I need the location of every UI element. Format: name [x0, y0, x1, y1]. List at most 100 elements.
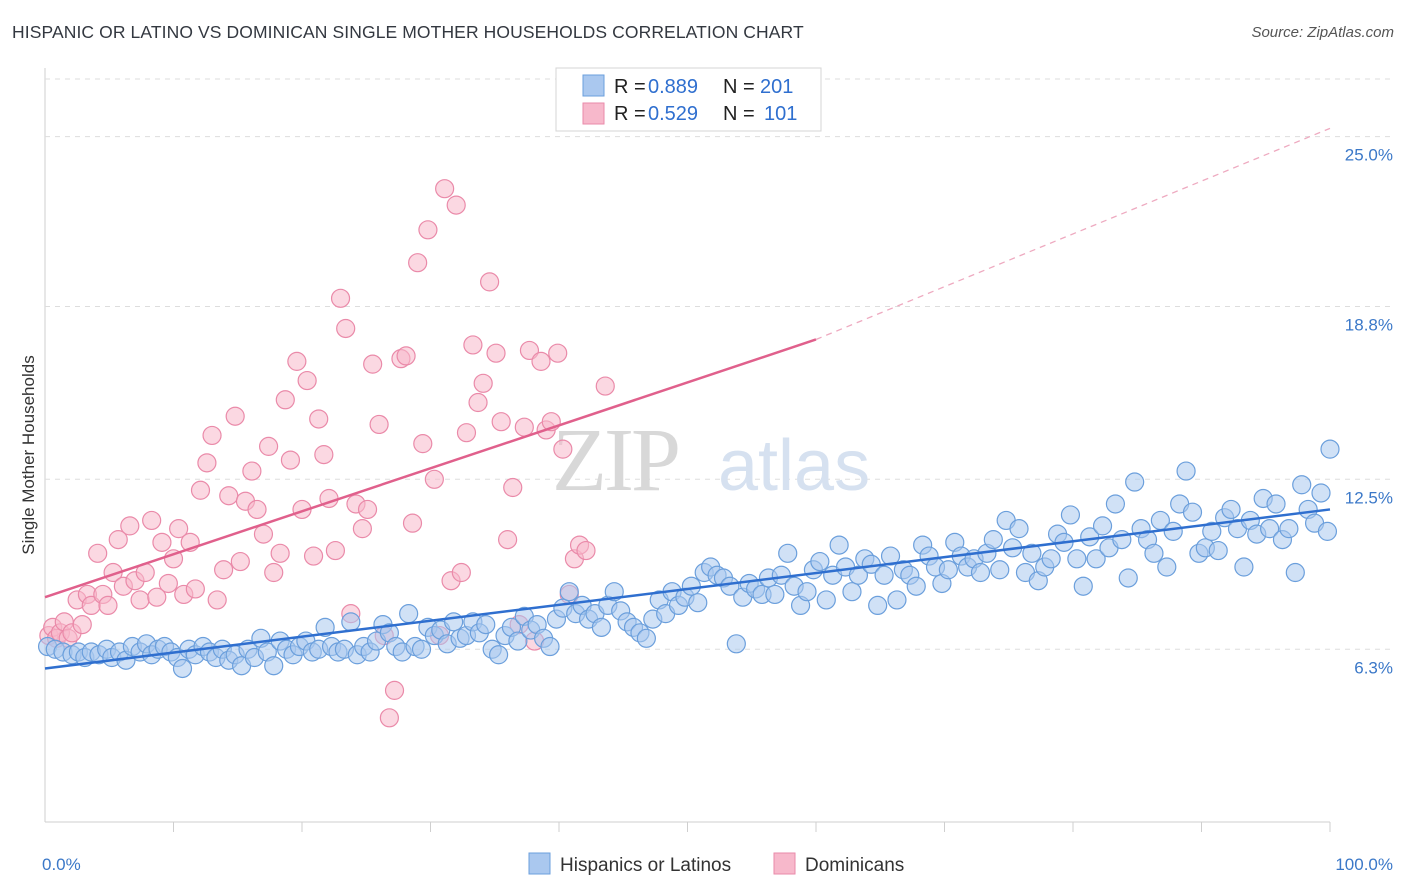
dominican-point	[98, 595, 118, 616]
dominican-point	[130, 590, 150, 610]
hispanic-point	[489, 645, 509, 665]
hispanic-point	[1285, 562, 1305, 583]
correlation-legend: R = 0.889 N = 201 R = 0.529 N = 101	[555, 67, 822, 132]
dominican-point	[418, 220, 438, 240]
hispanic-point	[1279, 519, 1299, 539]
dominican-point	[325, 540, 346, 561]
dominican-point	[88, 543, 108, 563]
hispanic-point	[1157, 557, 1177, 577]
hispanic-point	[399, 604, 419, 624]
dominican-point	[225, 406, 245, 426]
hispanic-point	[1105, 494, 1126, 514]
legend-swatch-blue	[582, 74, 605, 97]
y-tick-label: 12.5%	[1345, 488, 1393, 507]
hispanic-point	[906, 576, 926, 596]
x-ticks	[173, 822, 1331, 832]
dominican-point	[336, 318, 356, 339]
legend-n-value-2: 101	[764, 103, 797, 125]
dominican-point	[72, 614, 92, 635]
hispanic-point	[938, 560, 958, 580]
dominican-point	[297, 370, 317, 391]
hispanic-point	[726, 634, 746, 654]
hispanic-point	[1182, 502, 1203, 522]
dominican-point	[258, 436, 279, 456]
hispanic-point	[1163, 521, 1183, 541]
dominican-point	[413, 434, 433, 454]
source-credit: Source: ZipAtlas.com	[1251, 24, 1394, 41]
hispanic-point	[1292, 475, 1312, 495]
hispanic-point	[887, 590, 907, 610]
dominican-point	[275, 390, 295, 410]
dominican-point	[363, 354, 383, 374]
hispanic-point	[874, 565, 894, 585]
legend-r-label-2: R =	[614, 103, 651, 125]
hispanic-point	[636, 628, 656, 648]
hispanic-point	[868, 595, 888, 616]
hispanic-point	[681, 576, 701, 596]
dominican-point	[242, 461, 262, 481]
dominican-point	[486, 343, 506, 363]
hispanic-point	[1067, 549, 1087, 569]
dominican-point	[473, 373, 493, 393]
hispanic-point	[765, 584, 785, 605]
hispanic-point	[604, 582, 624, 602]
y-tick-label: 6.3%	[1354, 658, 1393, 677]
hispanic-point	[797, 582, 817, 602]
dominican-point	[435, 179, 455, 199]
hispanic-point	[848, 565, 869, 585]
hispanic-point	[591, 617, 612, 637]
hispanic-point	[172, 658, 193, 679]
hispanic-point	[816, 590, 836, 610]
hispanic-point	[508, 631, 528, 651]
dominicans-trend-line	[44, 338, 817, 599]
dominican-point	[424, 469, 444, 489]
dominican-point	[303, 546, 324, 566]
hispanics-trend-line	[44, 508, 1331, 670]
hispanic-point	[1208, 540, 1228, 561]
dominican-point	[152, 532, 172, 552]
dominican-point	[330, 288, 351, 308]
hispanic-point	[1144, 543, 1164, 563]
dominican-point	[379, 708, 399, 728]
hispanic-point	[983, 530, 1003, 550]
dominican-point	[491, 412, 511, 432]
dominican-point	[352, 519, 372, 539]
dominican-point	[264, 562, 284, 583]
dominican-point	[576, 540, 596, 561]
dominican-point	[503, 477, 523, 498]
dominican-point	[158, 573, 178, 594]
watermark-zip: ZIP	[552, 411, 678, 510]
hispanic-point	[1176, 461, 1196, 481]
hispanic-point	[842, 582, 862, 602]
hispanic-point	[444, 612, 464, 632]
y-tick-labels: 6.3% 12.5% 18.8% 25.0%	[1345, 146, 1393, 678]
dominican-point	[197, 453, 217, 473]
dominican-point	[384, 680, 405, 700]
dominican-point	[314, 445, 334, 465]
dominican-point	[369, 414, 389, 435]
dominican-point	[280, 450, 301, 470]
dominican-point	[514, 417, 534, 437]
hispanic-point	[315, 617, 335, 637]
dominican-point	[309, 409, 329, 429]
legend-n-label-1: N =	[723, 76, 760, 98]
x-tick-label-max: 100.0%	[1335, 855, 1393, 874]
hispanic-point	[1317, 521, 1338, 541]
dominican-point	[468, 392, 488, 413]
legend-r-value-1: 0.889	[648, 76, 698, 98]
bottom-legend-label-hispanics: Hispanics or Latinos	[560, 855, 731, 876]
dominican-point	[402, 513, 423, 533]
hispanic-point	[1060, 505, 1081, 525]
y-axis-title: Single Mother Households	[19, 355, 38, 554]
x-tick-label-min: 0.0%	[42, 855, 81, 874]
hispanic-point	[1125, 472, 1145, 492]
y-tick-label: 25.0%	[1345, 146, 1393, 165]
dominican-point	[595, 376, 615, 396]
dominican-point	[108, 530, 128, 550]
dominican-point	[247, 499, 267, 520]
hispanic-point	[264, 656, 284, 676]
dominican-point	[185, 579, 205, 599]
hispanic-point	[1260, 519, 1280, 539]
dominican-point	[446, 195, 466, 215]
